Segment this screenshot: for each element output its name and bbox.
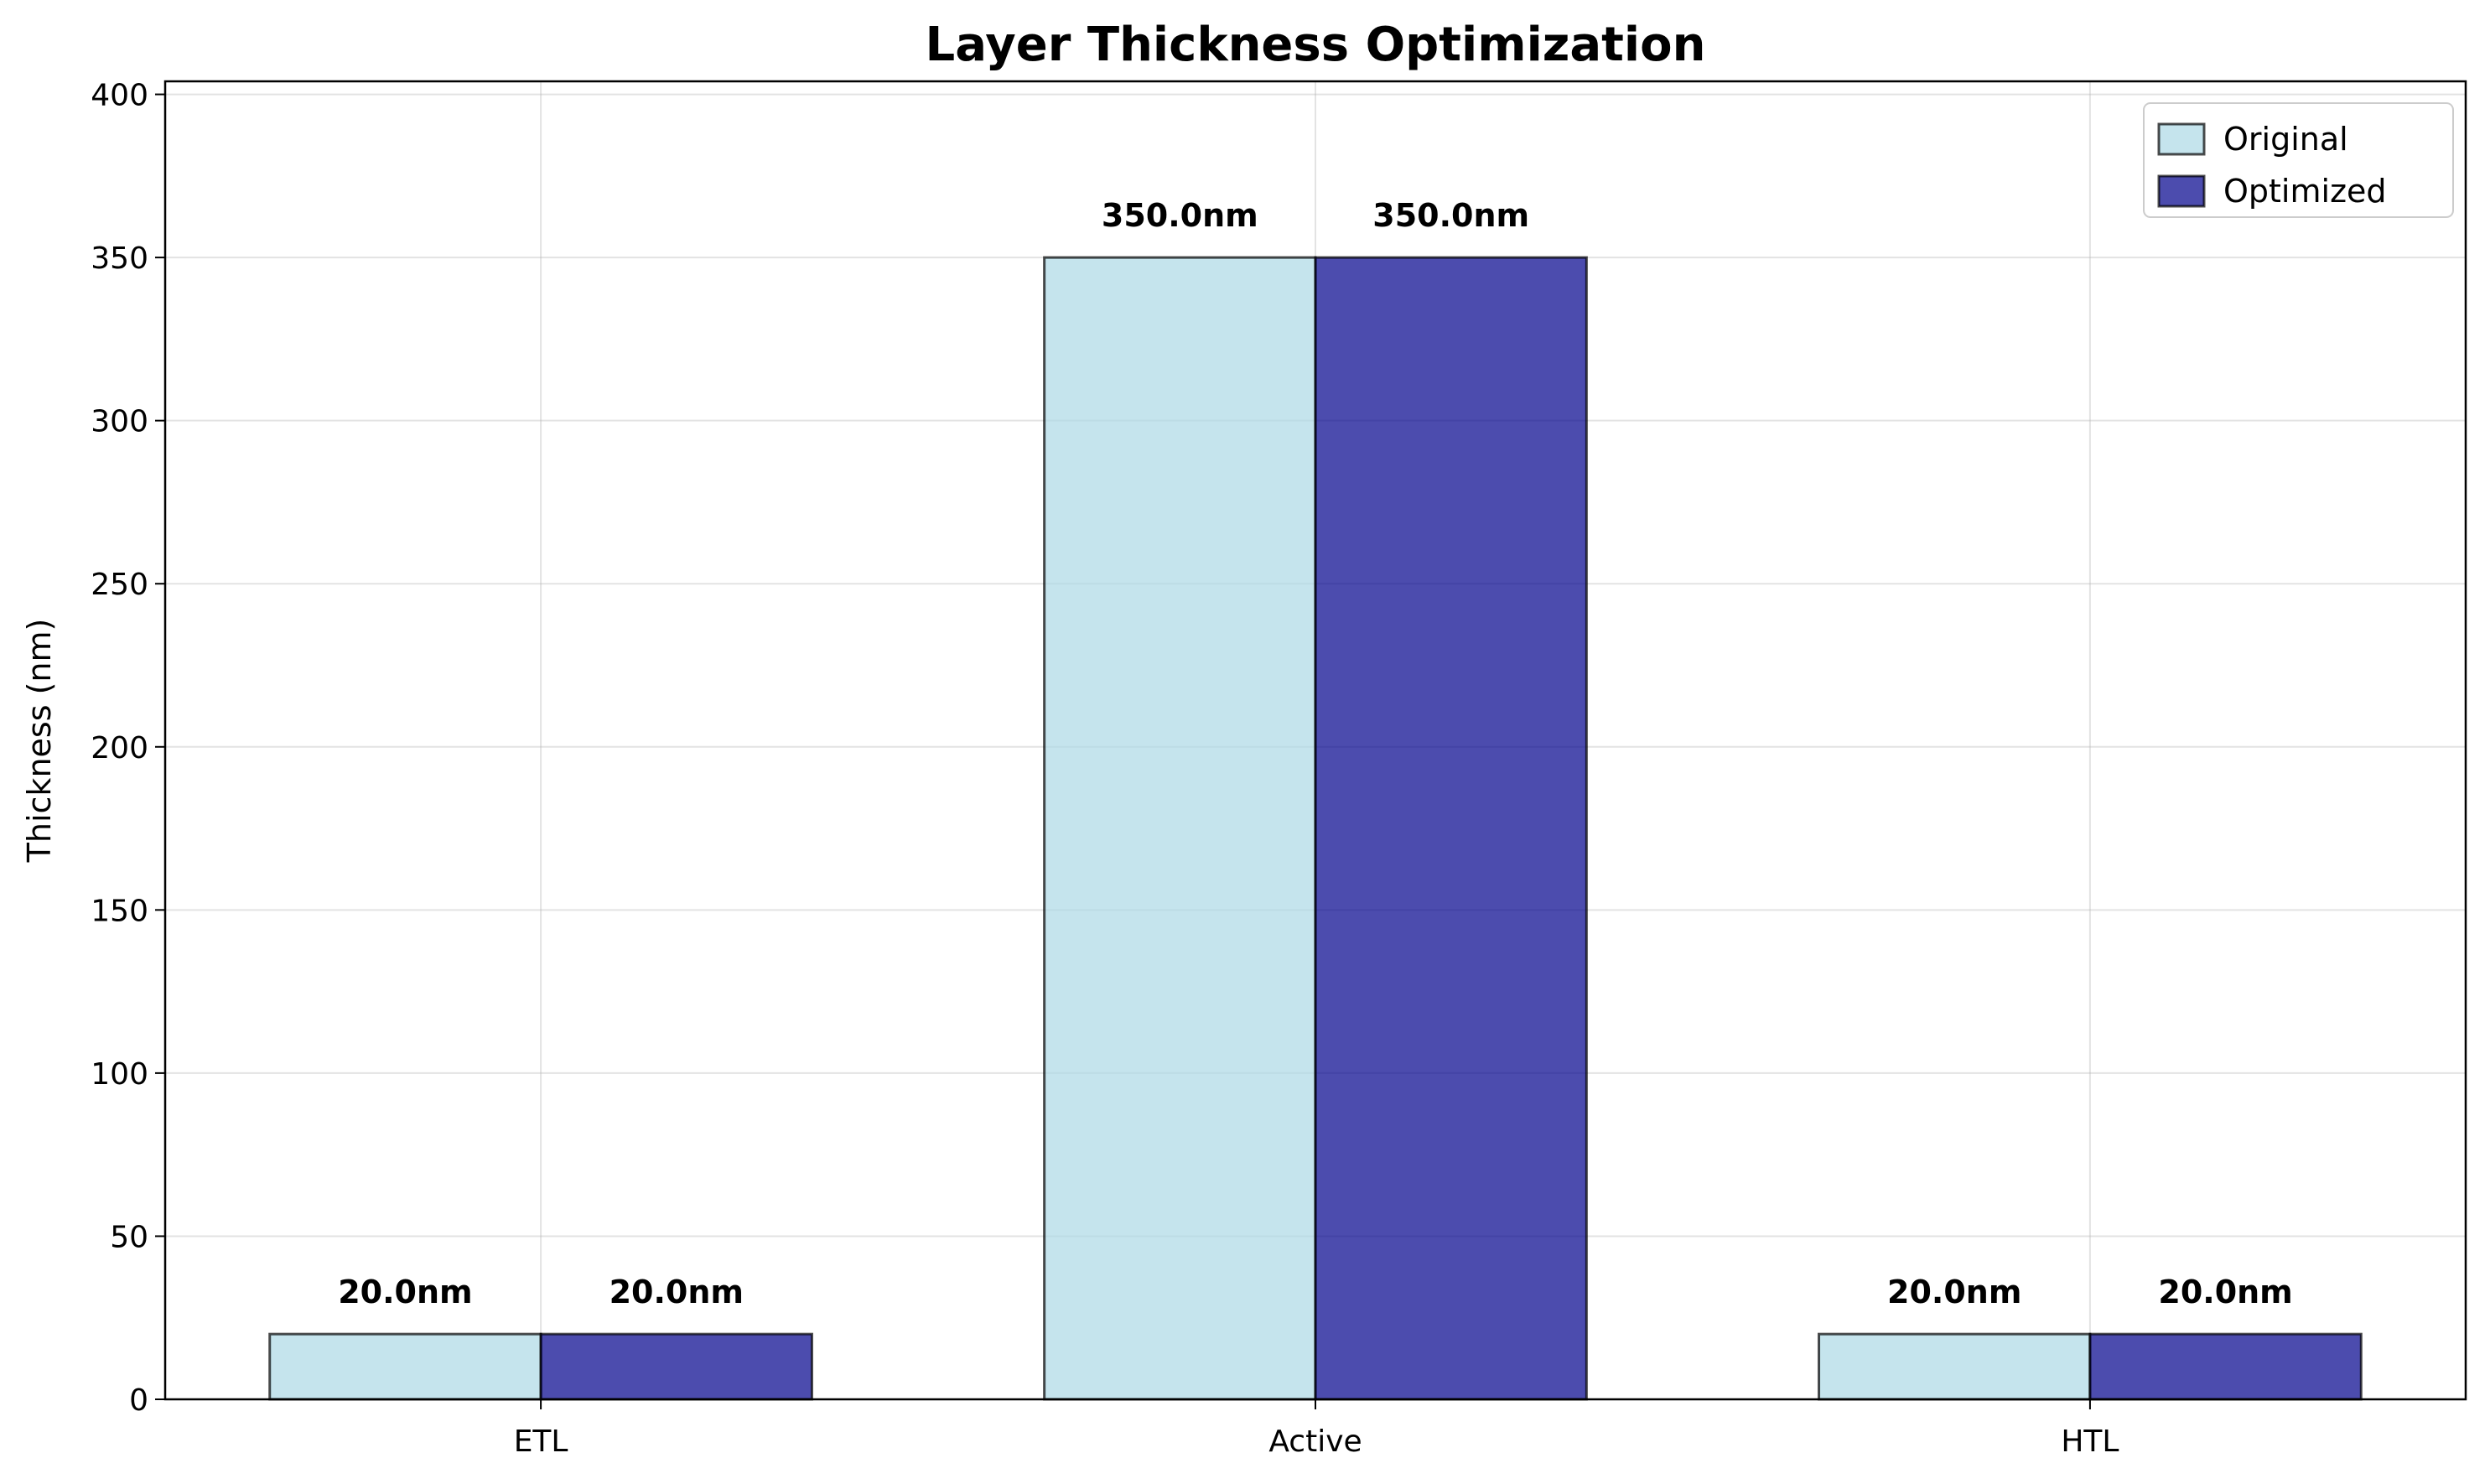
x-tick-label: HTL — [2061, 1424, 2119, 1459]
data-labels: 20.0nm 350.0nm 20.0nm 20.0nm 350.0nm 20.0nm — [338, 197, 2293, 1310]
chart-title: Layer Thickness Optimization — [926, 18, 1706, 72]
data-label: 20.0nm — [1887, 1274, 2021, 1310]
x-tick-label: ETL — [514, 1424, 568, 1459]
data-label: 350.0nm — [1372, 197, 1529, 234]
y-tick-label: 400 — [91, 79, 148, 113]
y-tick-label: 0 — [129, 1383, 148, 1418]
legend: Original Optimized — [2143, 102, 2454, 218]
legend-swatch-optimized — [2157, 174, 2206, 208]
y-tick-label: 250 — [91, 568, 148, 602]
bar-optimized-htl — [2088, 1332, 2363, 1401]
data-label: 20.0nm — [338, 1274, 472, 1310]
y-axis-label: Thickness (nm) — [21, 619, 58, 864]
data-label: 20.0nm — [610, 1274, 744, 1310]
legend-label: Optimized — [2223, 173, 2387, 210]
data-label: 20.0nm — [2158, 1274, 2292, 1310]
bar-optimized-etl — [539, 1332, 813, 1401]
y-tick-label: 350 — [91, 241, 148, 276]
bar-optimized-active — [1314, 256, 1588, 1401]
bar-original-active — [1043, 256, 1317, 1401]
y-tick-label: 200 — [91, 731, 148, 765]
bars — [268, 256, 2363, 1401]
y-tick-label: 100 — [91, 1057, 148, 1092]
x-tick-label: Active — [1268, 1424, 1362, 1459]
axes: 0 50 100 150 200 250 300 350 400 ETL Active HTL — [91, 79, 2119, 1459]
bar-original-htl — [1818, 1332, 2092, 1401]
y-tick-label: 150 — [91, 894, 148, 928]
y-tick-label: 50 — [110, 1220, 148, 1254]
y-tick-label: 300 — [91, 405, 148, 439]
legend-swatch-original — [2157, 122, 2206, 156]
data-label: 350.0nm — [1102, 197, 1258, 234]
legend-label: Original — [2223, 121, 2348, 158]
legend-box — [2143, 102, 2454, 218]
bar-original-etl — [268, 1332, 542, 1401]
